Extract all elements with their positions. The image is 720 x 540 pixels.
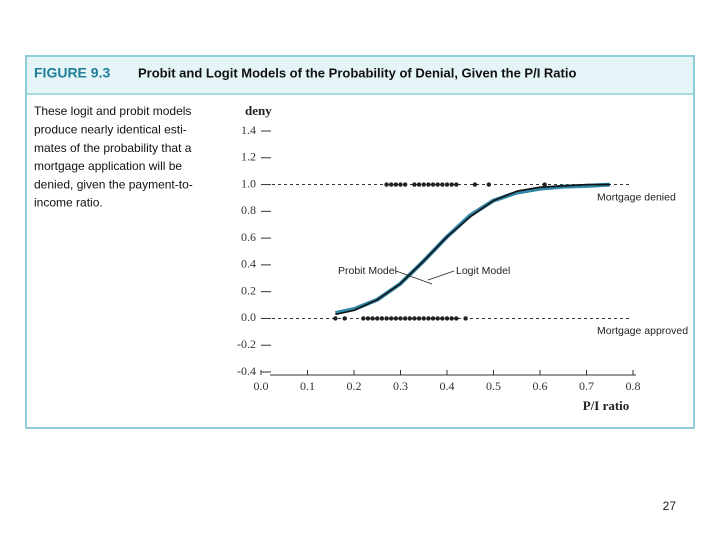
caption: These logit and probit models produce nea…	[34, 104, 193, 210]
y-tick-label: 0.6	[241, 230, 256, 244]
reference-label: Mortgage denied	[597, 191, 676, 203]
curve-label: Logit Model	[456, 265, 510, 277]
point	[440, 182, 445, 187]
page-number: 27	[663, 499, 677, 513]
chart-title: Probit and Logit Models of the Probabili…	[138, 65, 576, 80]
point	[379, 316, 385, 321]
point	[412, 316, 417, 321]
caption-line: These logit and probit models	[34, 104, 191, 118]
point	[370, 316, 375, 321]
y-tick-label: 1.0	[241, 176, 256, 190]
y-tick-label: 0.8	[241, 203, 256, 217]
point	[342, 316, 347, 321]
x-axis-label: P/I ratio	[583, 398, 630, 413]
point	[398, 182, 403, 187]
x-tick-label: 0.0	[254, 379, 269, 393]
label-leader	[427, 270, 455, 281]
point	[426, 182, 431, 187]
figure-header	[27, 57, 693, 94]
y-tick-label: 1.4	[241, 123, 256, 137]
y-tick-label: -0.4	[237, 364, 256, 378]
x-tick-label: 0.7	[579, 379, 594, 393]
point	[463, 316, 468, 321]
point	[375, 316, 380, 321]
point	[393, 316, 399, 321]
caption-line: mates of the probability that a	[34, 141, 192, 155]
point	[449, 316, 454, 321]
figure-frame	[25, 55, 695, 429]
point	[542, 182, 547, 187]
x-tick-label: 0.4	[440, 379, 455, 393]
point	[412, 182, 417, 187]
curve	[335, 183, 610, 316]
point	[486, 182, 492, 187]
point	[444, 182, 450, 187]
point	[384, 182, 389, 187]
point	[389, 182, 394, 187]
point	[402, 182, 408, 187]
point	[430, 182, 436, 187]
point	[393, 182, 399, 187]
label-leader	[395, 270, 433, 285]
point	[389, 316, 394, 321]
x-tick-label: 0.8	[626, 379, 641, 393]
curve-label: Probit Model	[338, 265, 397, 277]
point	[449, 182, 454, 187]
point	[444, 316, 450, 321]
y-tick-label: -0.2	[237, 337, 256, 351]
caption-line: income ratio.	[34, 196, 103, 210]
x-tick-label: 0.6	[533, 379, 548, 393]
point	[333, 316, 338, 321]
caption-line: produce nearly identical esti-	[34, 122, 187, 136]
y-axis-label: deny	[245, 103, 272, 118]
x-tick-label: 0.2	[347, 379, 362, 393]
y-tick-label: 0.4	[241, 257, 256, 271]
point	[435, 182, 440, 187]
y-tick-label: 0.2	[241, 283, 256, 297]
caption-line: mortgage application will be	[34, 159, 182, 173]
point	[407, 316, 412, 321]
point	[421, 182, 426, 187]
point	[402, 316, 408, 321]
point	[454, 182, 459, 187]
point	[416, 182, 422, 187]
point	[421, 316, 426, 321]
y-tick-label: 0.0	[241, 310, 256, 324]
point	[472, 182, 478, 187]
point	[361, 316, 366, 321]
x-tick-label: 0.5	[486, 379, 501, 393]
point	[440, 316, 445, 321]
point	[454, 316, 459, 321]
caption-line: denied, given the payment-to-	[34, 177, 193, 191]
point	[426, 316, 431, 321]
point	[430, 316, 436, 321]
point	[398, 316, 403, 321]
point	[365, 316, 371, 321]
y-tick-label: 1.2	[241, 150, 256, 164]
point	[435, 316, 440, 321]
reference-label: Mortgage approved	[597, 325, 688, 337]
figure-label: FIGURE 9.3	[34, 65, 110, 81]
x-tick-label: 0.3	[393, 379, 408, 393]
x-tick-label: 0.1	[300, 379, 315, 393]
point	[416, 316, 422, 321]
point	[384, 316, 389, 321]
